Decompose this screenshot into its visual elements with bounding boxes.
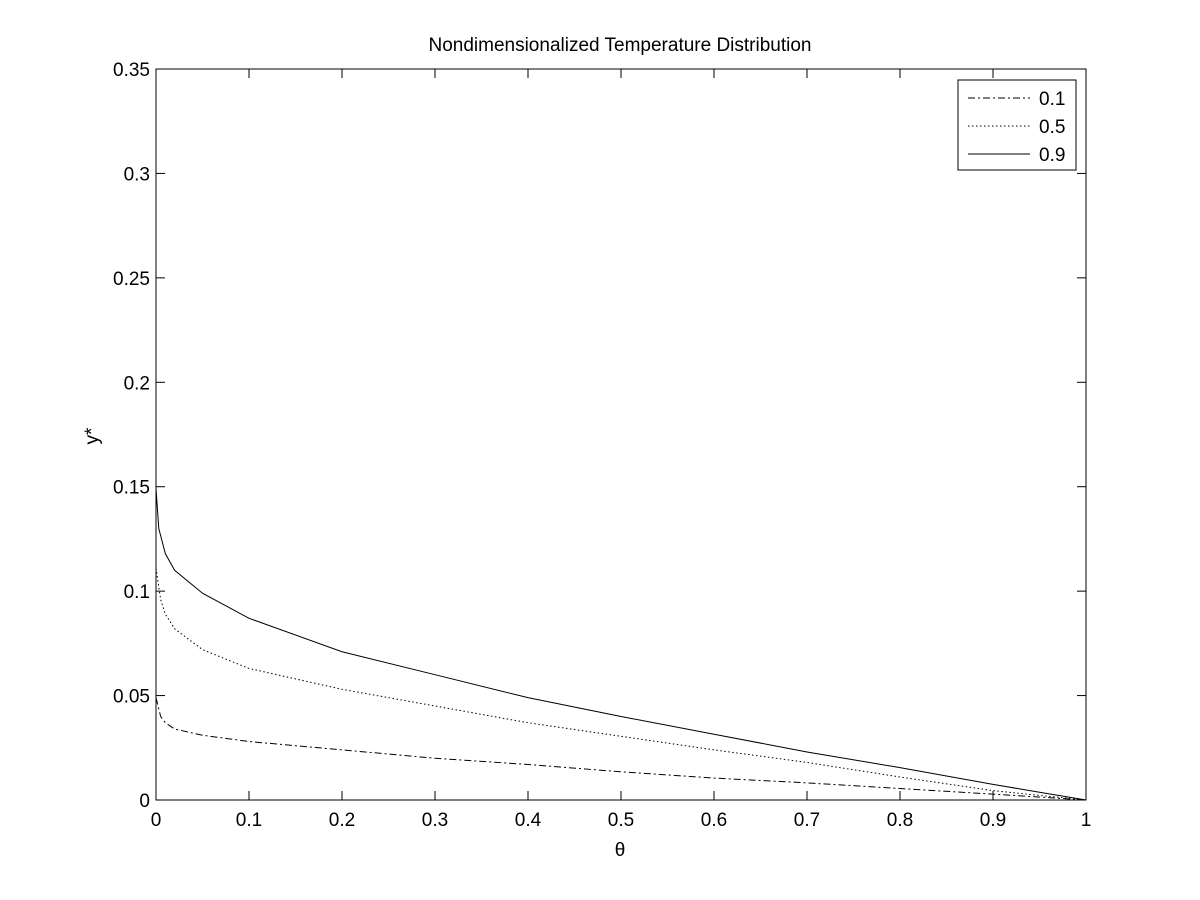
legend: 0.1 0.5 0.9: [957, 79, 1077, 171]
x-tick-label: 0.4: [515, 810, 542, 831]
series-line-0.1: [155, 697, 1087, 801]
y-tick-label: 0.2: [124, 373, 150, 394]
series-line-0.9: [155, 488, 1087, 801]
x-axis-label: θ: [615, 840, 626, 861]
x-tick-label: 0.6: [701, 810, 727, 831]
x-tick-label: 0.5: [608, 810, 634, 831]
legend-label: 0.1: [1039, 89, 1065, 110]
legend-box: [957, 79, 1077, 171]
chart-title: Nondimensionalized Temperature Distribut…: [428, 35, 811, 56]
ticks-layer: 0 0.1 0.2 0.3 0.4 0.5 0.6 0.7 0.8 0.9 100.050.10.1…: [113, 60, 1091, 831]
legend-label: 0.5: [1039, 117, 1065, 138]
y-tick-label: 0: [139, 791, 150, 812]
x-tick-label: 1: [1081, 810, 1092, 831]
x-tick-label: 0.1: [236, 810, 262, 831]
y-tick-label: 0.3: [124, 164, 150, 185]
series-line-0.5: [155, 568, 1087, 801]
series-layer: [155, 488, 1087, 801]
x-tick-label: 0.9: [980, 810, 1006, 831]
y-tick-label: 0.25: [113, 269, 150, 290]
x-tick-label: 0.3: [422, 810, 448, 831]
x-tick-label: 0: [151, 810, 162, 831]
y-tick-label: 0.35: [113, 60, 150, 81]
x-tick-label: 0.2: [329, 810, 355, 831]
legend-label: 0.9: [1039, 145, 1065, 166]
y-tick-label: 0.05: [113, 687, 150, 708]
x-tick-label: 0.8: [887, 810, 913, 831]
x-tick-label: 0.7: [794, 810, 820, 831]
y-tick-label: 0.1: [124, 582, 150, 603]
y-tick-label: 0.15: [113, 478, 150, 499]
y-axis-label: y*: [82, 427, 103, 445]
